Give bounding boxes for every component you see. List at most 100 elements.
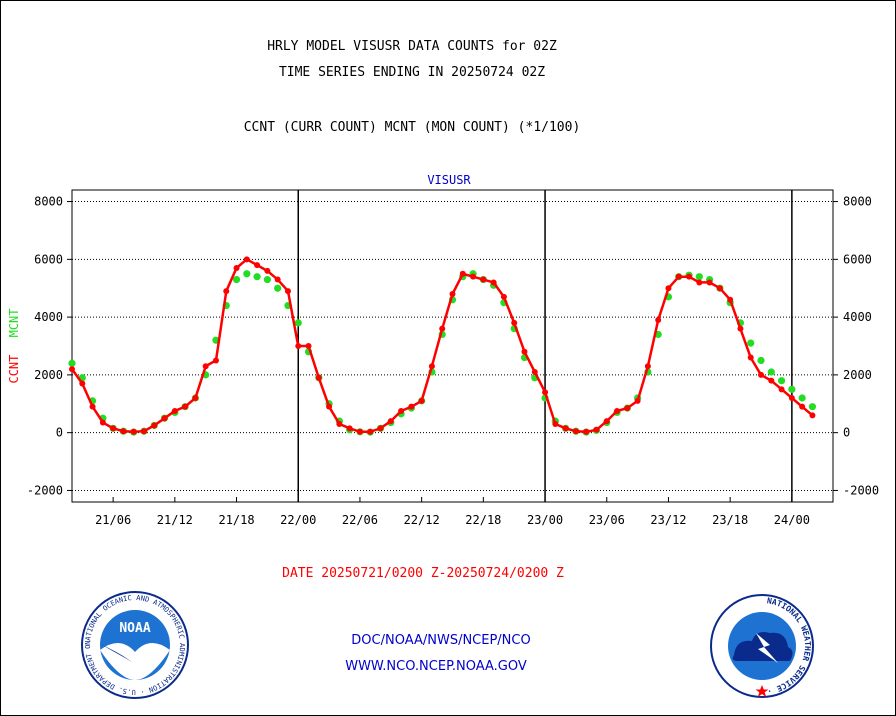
x-tick-label: 22/18	[465, 513, 501, 527]
legend-description: CCNT (CURR COUNT) MCNT (MON COUNT) (*1/1…	[243, 120, 581, 135]
x-tick-label: 22/00	[280, 513, 316, 527]
ccnt-point	[500, 293, 507, 300]
series-layer	[68, 256, 817, 436]
ccnt-point	[686, 273, 693, 280]
y-tick-label-left: 4000	[34, 310, 63, 324]
ccnt-point	[418, 397, 425, 404]
ccnt-point	[346, 425, 353, 432]
ccnt-point	[336, 421, 343, 427]
x-tick-label: 23/06	[589, 513, 625, 527]
ccnt-point	[398, 408, 405, 414]
x-tick-label: 21/18	[218, 513, 254, 527]
mcnt-point	[68, 359, 76, 367]
mcnt-point	[232, 275, 241, 284]
ccnt-point	[367, 428, 374, 435]
x-tick-label: 23/00	[527, 513, 563, 527]
ccnt-point	[644, 363, 651, 370]
svg-text:CCNT MCNT: CCNT MCNT	[7, 308, 21, 383]
ccnt-point	[192, 395, 199, 401]
x-tick-label: 22/06	[342, 513, 378, 527]
ccnt-point	[264, 267, 271, 274]
ccnt-point	[624, 405, 631, 412]
ccnt-point	[233, 265, 240, 271]
ccnt-point	[521, 348, 528, 355]
ccnt-point	[655, 317, 662, 323]
ccnt-point	[243, 256, 250, 263]
ccnt-point	[254, 262, 261, 269]
ccnt-point	[223, 288, 230, 295]
ccnt-point	[408, 403, 415, 410]
grid-layer	[72, 190, 833, 502]
url-link[interactable]: WWW.NCO.NCEP.NOAA.GOV	[345, 659, 527, 674]
ccnt-point	[202, 363, 209, 370]
ccnt-point	[295, 343, 302, 349]
x-tick-label: 24/00	[774, 513, 810, 527]
ccnt-point	[727, 296, 734, 303]
ccnt-point	[99, 419, 106, 426]
ccnt-point	[284, 288, 291, 295]
y-tick-label-right: 0	[843, 426, 850, 440]
noaa-logo[interactable]: NATIONAL OCEANIC AND ATMOSPHERIC ADMINIS…	[80, 590, 190, 700]
star-icon	[755, 685, 769, 697]
ccnt-point	[130, 428, 137, 435]
ccnt-point	[490, 279, 497, 286]
mcnt-point	[747, 339, 755, 347]
ccnt-point	[778, 386, 785, 393]
ccnt-point	[542, 389, 549, 396]
ccnt-point	[140, 428, 147, 435]
y-tick-label-left: 6000	[34, 252, 63, 266]
y-tick-label-right: 8000	[843, 195, 872, 209]
mcnt-point	[788, 385, 796, 393]
y-axis-label: CCNT MCNT	[7, 308, 21, 383]
ccnt-point	[356, 428, 363, 435]
ccnt-point	[326, 403, 333, 410]
mcnt-point	[798, 394, 806, 402]
y-tick-label-left: 2000	[34, 368, 63, 382]
ccnt-point	[387, 418, 394, 425]
date-range: DATE 20250721/0200 Z-20250724/0200 Z	[282, 566, 564, 581]
ccnt-point	[706, 279, 713, 286]
ccnt-point	[572, 428, 579, 435]
ccnt-point	[161, 415, 168, 422]
ccnt-point	[747, 354, 754, 361]
ccnt-point	[511, 319, 518, 326]
ccnt-point	[593, 426, 600, 433]
y-tick-label-left: 0	[56, 426, 63, 440]
ccnt-point	[799, 403, 806, 410]
y-axis-label-ccnt: CCNT	[7, 355, 21, 384]
ccnt-point	[675, 273, 682, 280]
chart-title-line1: HRLY MODEL VISUSR DATA COUNTS for 02Z	[267, 39, 557, 54]
x-tick-label: 22/12	[404, 513, 440, 527]
ccnt-point	[480, 276, 487, 283]
ccnt-point	[449, 291, 456, 297]
cloud-icon	[732, 632, 793, 661]
x-tick-label: 21/12	[157, 513, 193, 527]
nws-logo[interactable]: NATIONAL WEATHER SERVICE ·	[708, 593, 816, 699]
ccnt-point	[809, 412, 816, 419]
y-tick-label-right: -2000	[843, 483, 879, 497]
ccnt-point	[212, 357, 219, 364]
ccnt-point	[470, 273, 477, 280]
axis-layer: 8000 8000 6000 6000 4000 4000 2000 2000 0 0 -2000 -…	[27, 189, 879, 527]
mcnt-point	[808, 403, 817, 411]
ccnt-point	[69, 366, 75, 373]
ccnt-point	[79, 380, 86, 387]
y-tick-label-right: 4000	[843, 310, 872, 324]
ccnt-point	[768, 377, 775, 384]
mcnt-point	[253, 273, 261, 281]
plot-title: VISUSR	[427, 173, 471, 187]
ccnt-point	[182, 403, 189, 410]
y-tick-label-right: 2000	[843, 368, 872, 382]
mcnt-point	[695, 273, 703, 281]
y-tick-label-right: 6000	[843, 252, 872, 266]
lightning-icon	[756, 633, 778, 663]
x-tick-label: 21/06	[95, 513, 131, 527]
ccnt-point	[552, 421, 559, 427]
y-axis-label-mcnt: MCNT	[7, 308, 21, 337]
ccnt-point	[274, 276, 281, 283]
ccnt-point	[531, 369, 538, 375]
ccnt-point	[614, 408, 621, 414]
mcnt-point	[263, 275, 271, 284]
